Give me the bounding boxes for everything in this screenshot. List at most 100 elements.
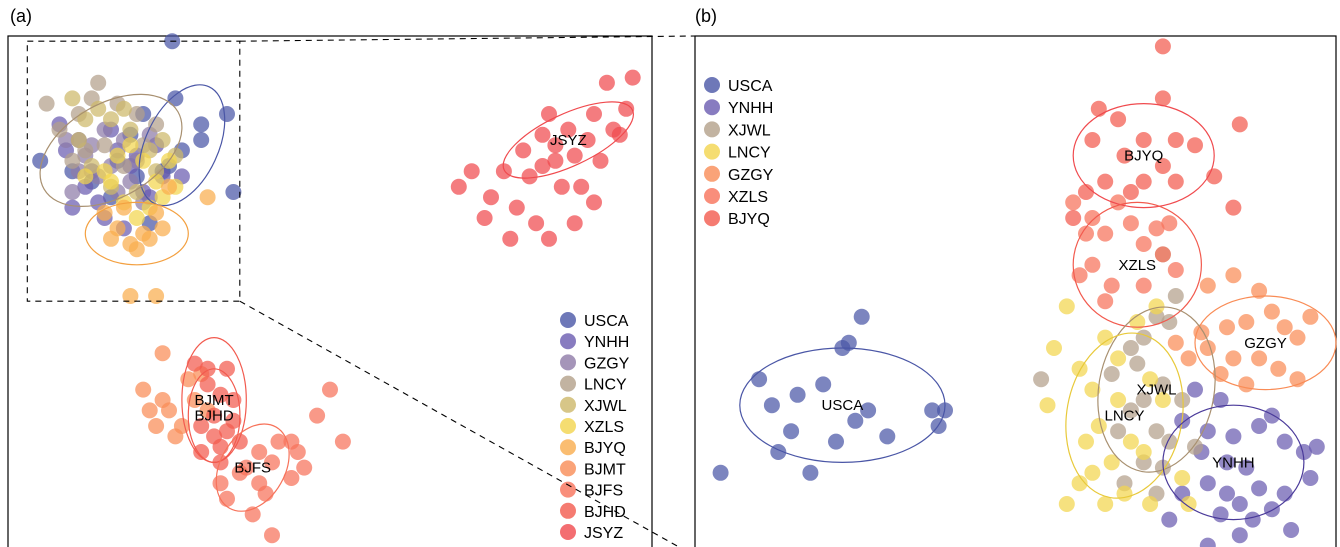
point-bjyq-0 — [1154, 38, 1171, 55]
legend: USCA YNHH GZGY LNCY XJWL XZLS BJYQ BJMT BJFS BJHD… — [560, 312, 630, 542]
point-xjwl-0 — [64, 90, 81, 107]
point-gzgy-4 — [1238, 314, 1255, 330]
point-jsyz-13 — [618, 100, 635, 117]
point-xjwl-15 — [1187, 438, 1203, 455]
point-ynhh-8 — [1295, 444, 1312, 460]
point-gzgy-8 — [1302, 308, 1319, 325]
point-lncy-22 — [1078, 433, 1094, 450]
legend-label-lncy: LNCY — [728, 145, 771, 162]
inset-box — [26, 40, 241, 302]
points-layer — [712, 38, 1325, 547]
legend-label-bjhd: BJHD — [584, 504, 626, 521]
point-jsyz-21 — [483, 189, 499, 206]
point-xzls-4 — [1154, 246, 1171, 263]
point-lncy-4 — [1110, 350, 1127, 367]
point-usca-14 — [193, 116, 210, 133]
point-bjfs-15 — [251, 475, 268, 492]
point-usca-7 — [219, 106, 235, 122]
point-bjyq-7 — [1167, 132, 1184, 148]
point-ynhh-19 — [1244, 511, 1261, 528]
ellipse-gzgy — [1194, 295, 1337, 391]
point-bjyq-16 — [1065, 210, 1082, 226]
point-jsyz-25 — [586, 194, 602, 211]
point-lncy-23 — [1174, 470, 1191, 486]
legend: USCA YNHH XJWL LNCY GZGY XZLS BJYQ — [704, 77, 774, 228]
point-jsyz-12 — [611, 126, 628, 143]
point-bjyq-8 — [1154, 158, 1171, 174]
point-ynhh-1 — [1212, 392, 1229, 408]
point-bjhd-10 — [231, 433, 248, 450]
panel-b-plot: USCA BJYQ XZLS GZGY XJWL LNCY YNHH USCA YNHH XJWL… — [704, 38, 1337, 547]
point-lncy-12 — [1135, 444, 1152, 460]
point-gzgy-6 — [1276, 319, 1293, 336]
point-bjyq-2 — [1090, 100, 1107, 117]
point-jsyz-23 — [528, 215, 545, 232]
point-bjyq-5 — [148, 204, 165, 221]
point-bjyq-0 — [199, 189, 216, 206]
ellipse-ynhh — [1162, 404, 1305, 521]
legend-swatch-lncy — [560, 375, 576, 392]
point-bjyq-15 — [1122, 184, 1139, 200]
ellipse-lncy — [1065, 332, 1184, 499]
points-layer — [32, 33, 641, 544]
point-xjwl-1 — [1167, 288, 1184, 304]
legend-label-bjyq: BJYQ — [728, 211, 770, 228]
point-jsyz-9 — [592, 152, 609, 169]
point-lncy-7 — [96, 137, 113, 154]
legend-label-bjmt: BJMT — [584, 461, 626, 478]
connector-top — [239, 35, 696, 42]
point-xzls-9 — [1097, 293, 1114, 310]
point-lncy-11 — [148, 116, 165, 133]
point-xzls-3 — [148, 173, 165, 190]
point-jsyz-0 — [624, 69, 641, 86]
point-xjwl-8 — [1154, 376, 1171, 393]
point-ynhh-13 — [1199, 475, 1216, 492]
point-xjwl-4 — [122, 121, 139, 138]
point-bjyq-14 — [1078, 184, 1094, 200]
legend-label-xzls: XZLS — [728, 189, 768, 206]
legend-swatch-bjhd — [560, 502, 576, 519]
point-ynhh-17 — [1276, 485, 1293, 502]
point-bjhd-1 — [199, 376, 216, 393]
point-ynhh-24 — [1199, 537, 1216, 547]
point-bjyq-12 — [122, 288, 139, 304]
legend-swatch-lncy — [704, 143, 720, 160]
legend-label-jsyz: JSYZ — [584, 525, 623, 542]
point-gzgy-17 — [1180, 350, 1197, 367]
point-gzgy-10 — [1225, 350, 1242, 367]
point-lncy-18 — [1097, 496, 1114, 512]
point-gzgy-18 — [1167, 334, 1184, 351]
point-ynhh-17 — [64, 199, 81, 216]
point-gzgy-14 — [1238, 376, 1255, 393]
point-bjfs-11 — [231, 464, 248, 481]
point-ynhh-14 — [1219, 485, 1235, 502]
point-xzls-1 — [1097, 225, 1114, 242]
ellipse-xzls — [1072, 201, 1203, 328]
point-lncy-2 — [51, 121, 68, 138]
point-ynhh-23 — [1283, 522, 1300, 538]
point-xzls-10 — [1078, 225, 1094, 242]
point-gzgy-5 — [1219, 319, 1235, 336]
point-xjwl-10 — [1135, 392, 1152, 408]
legend-label-ynhh: YNHH — [584, 334, 629, 351]
legend-swatch-gzgy — [704, 165, 720, 182]
point-gzgy-0 — [1225, 267, 1242, 284]
legend-label-usca: USCA — [728, 78, 773, 95]
point-ynhh-18 — [1212, 506, 1229, 523]
point-usca-13 — [879, 428, 896, 445]
point-gzgy-13 — [64, 184, 81, 200]
point-jsyz-29 — [476, 210, 493, 226]
point-usca-12 — [802, 464, 819, 481]
point-bjyq-6 — [161, 178, 177, 195]
legend-label-bjfs: BJFS — [584, 483, 623, 500]
point-lncy-13 — [1103, 454, 1120, 471]
point-bjmt-11 — [141, 402, 158, 419]
point-bjmt-0 — [154, 345, 171, 362]
point-lncy-6 — [1084, 381, 1101, 398]
point-jsyz-14 — [534, 126, 551, 143]
point-ynhh-6 — [1251, 418, 1268, 434]
point-xjwl-5 — [1122, 340, 1139, 356]
point-jsyz-6 — [534, 158, 551, 174]
legend-swatch-xzls — [704, 188, 720, 204]
panel-b-frame — [694, 35, 1337, 547]
